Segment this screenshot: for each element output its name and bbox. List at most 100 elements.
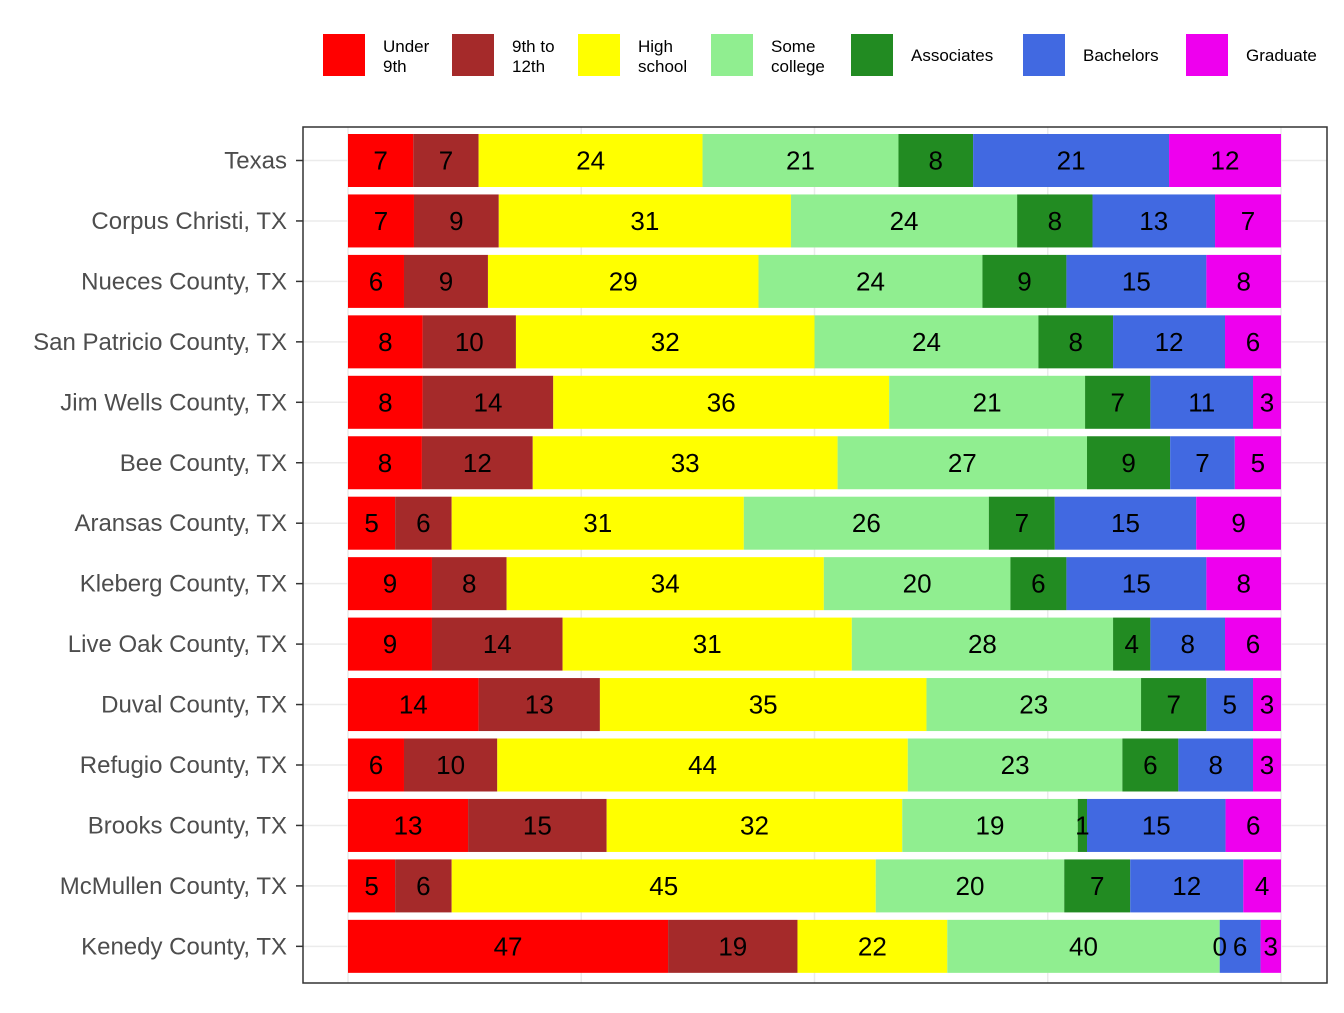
data-label: 9 bbox=[1121, 448, 1135, 478]
legend-label-line: college bbox=[771, 57, 825, 76]
data-label: 5 bbox=[1251, 448, 1265, 478]
data-label: 9 bbox=[1231, 508, 1245, 538]
data-label: 19 bbox=[976, 810, 1005, 840]
data-label: 19 bbox=[718, 931, 747, 961]
data-label: 7 bbox=[374, 206, 388, 236]
legend-label: Associates bbox=[911, 46, 993, 65]
bar-segment bbox=[403, 738, 498, 792]
data-label: 4 bbox=[1255, 871, 1269, 901]
legend-label-line: Under bbox=[383, 37, 430, 56]
data-label: 6 bbox=[1246, 810, 1260, 840]
bar-segment bbox=[395, 859, 452, 913]
data-label: 12 bbox=[463, 448, 492, 478]
data-label: 36 bbox=[707, 387, 736, 417]
data-label: 33 bbox=[671, 448, 700, 478]
bar-segment bbox=[413, 194, 499, 248]
data-label: 32 bbox=[740, 810, 769, 840]
bar-segment bbox=[758, 254, 983, 308]
bar-segment bbox=[348, 859, 396, 913]
bar-segment bbox=[403, 254, 488, 308]
bar-segment bbox=[1113, 617, 1151, 671]
panel-border bbox=[302, 126, 1328, 984]
legend-label: High school bbox=[638, 37, 687, 76]
data-label: 6 bbox=[1246, 629, 1260, 659]
data-label: 5 bbox=[1222, 690, 1236, 720]
data-label: 20 bbox=[903, 569, 932, 599]
data-label: 9 bbox=[449, 206, 463, 236]
bar-segment bbox=[702, 134, 899, 187]
bar-segment bbox=[1225, 315, 1281, 369]
data-label: 26 bbox=[852, 508, 881, 538]
bar-segment bbox=[1010, 557, 1067, 611]
data-label: 12 bbox=[1211, 146, 1240, 176]
legend-label-line: school bbox=[638, 57, 687, 76]
y-tick-label: Bee County, TX bbox=[120, 450, 287, 477]
legend-label: Graduate bbox=[1246, 46, 1317, 65]
bar-segment bbox=[348, 919, 669, 973]
bar-segment bbox=[1150, 617, 1226, 671]
y-tick-label: Duval County, TX bbox=[101, 692, 287, 719]
data-label: 7 bbox=[1110, 387, 1124, 417]
data-label: 15 bbox=[523, 810, 552, 840]
data-label: 7 bbox=[373, 146, 387, 176]
y-tick-label: Aransas County, TX bbox=[74, 510, 287, 537]
data-label: 8 bbox=[1180, 629, 1194, 659]
data-label: 3 bbox=[1264, 931, 1278, 961]
bar-segment bbox=[1077, 798, 1088, 852]
y-axis: Texas Corpus Christi, TX Nueces County, TX… bbox=[33, 148, 303, 960]
data-label: 12 bbox=[1172, 871, 1201, 901]
bar-segment bbox=[1064, 859, 1131, 913]
bar-segment bbox=[1092, 194, 1216, 248]
data-label: 44 bbox=[688, 750, 717, 780]
bar-segment bbox=[606, 798, 903, 852]
data-label: 6 bbox=[1233, 931, 1247, 961]
bar-segment bbox=[1066, 557, 1207, 611]
data-label: 22 bbox=[858, 931, 887, 961]
data-label: 10 bbox=[436, 750, 465, 780]
data-label: 6 bbox=[369, 750, 383, 780]
y-tick-label: Kleberg County, TX bbox=[80, 571, 287, 598]
bar-segment bbox=[348, 194, 414, 248]
bar-segment bbox=[988, 496, 1055, 550]
data-label: 20 bbox=[956, 871, 985, 901]
bar-segment bbox=[487, 254, 759, 308]
legend-key bbox=[1023, 34, 1065, 76]
data-label: 21 bbox=[1057, 146, 1086, 176]
bar-segment bbox=[1054, 496, 1197, 550]
data-label: 47 bbox=[494, 931, 523, 961]
legend-label-line: High bbox=[638, 37, 673, 56]
bar-segment bbox=[348, 678, 479, 732]
data-label: 14 bbox=[483, 629, 512, 659]
bar-segment bbox=[1206, 254, 1281, 308]
data-label: 15 bbox=[1122, 266, 1151, 296]
bar-segment bbox=[1253, 678, 1281, 732]
data-label: 21 bbox=[973, 387, 1002, 417]
data-label: 31 bbox=[630, 206, 659, 236]
data-label: 9 bbox=[383, 569, 397, 599]
bar-segment bbox=[837, 436, 1088, 490]
data-label: 6 bbox=[1031, 569, 1045, 599]
bar-segment bbox=[898, 134, 974, 187]
bar-segment bbox=[348, 738, 404, 792]
legend-label-line: 9th to bbox=[512, 37, 555, 56]
bar-segment bbox=[553, 375, 890, 429]
bars bbox=[348, 134, 1281, 973]
data-label: 9 bbox=[383, 629, 397, 659]
data-label: 8 bbox=[378, 387, 392, 417]
bar-segment bbox=[562, 617, 852, 671]
bar-segment bbox=[1087, 798, 1226, 852]
data-label: 15 bbox=[1111, 508, 1140, 538]
data-label: 23 bbox=[1001, 750, 1030, 780]
data-label: 24 bbox=[912, 327, 941, 357]
y-tick-label: Brooks County, TX bbox=[88, 812, 287, 839]
data-label: 12 bbox=[1155, 327, 1184, 357]
data-label: 6 bbox=[369, 266, 383, 296]
bar-segment bbox=[1260, 919, 1281, 973]
y-tick-label: McMullen County, TX bbox=[60, 873, 287, 900]
data-label: 13 bbox=[1139, 206, 1168, 236]
data-label: 8 bbox=[378, 327, 392, 357]
bar-segment bbox=[1066, 254, 1207, 308]
bar-segment bbox=[498, 194, 791, 248]
data-label: 32 bbox=[651, 327, 680, 357]
bar-segment bbox=[348, 617, 432, 671]
